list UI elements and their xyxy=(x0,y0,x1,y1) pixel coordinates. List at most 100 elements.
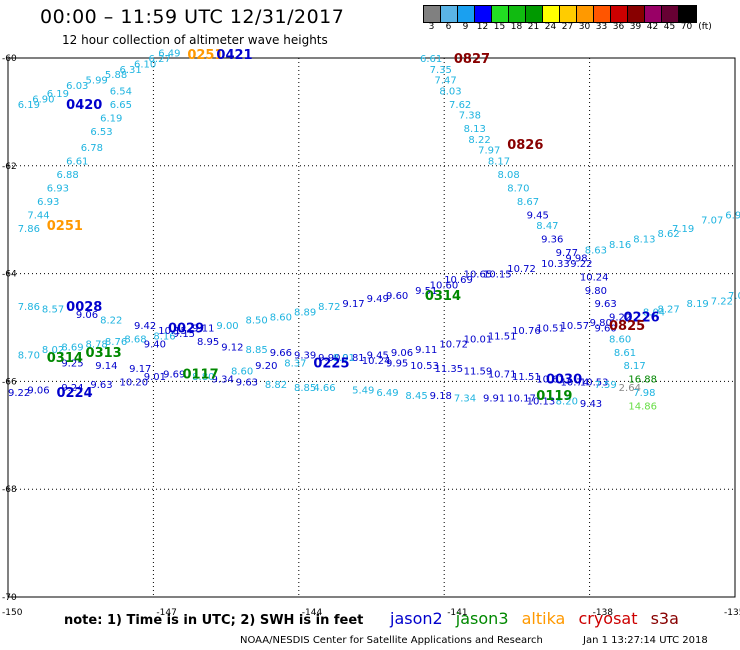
wave-height-value: 10.20 xyxy=(119,377,148,388)
wave-height-value: 8.04 xyxy=(643,307,665,318)
wave-height-value: 9.98 xyxy=(565,253,587,264)
wave-height-value: 6.49 xyxy=(376,388,398,399)
wave-height-value: 8.22 xyxy=(100,315,122,326)
wave-height-value: 7.47 xyxy=(435,76,457,87)
wave-height-value: 9.63 xyxy=(594,299,616,310)
scale-label: 15 xyxy=(493,22,506,32)
wave-height-value: 9.66 xyxy=(270,348,292,359)
wave-height-value: 11.59 xyxy=(464,367,493,378)
wave-height-scale-labels: 3 6 9 12 15 18 21 24 27 30 33 36 39 42 45 70 (ft) xyxy=(423,22,715,32)
track-time-label: 0119 xyxy=(536,389,572,404)
wave-height-value: 9.81 xyxy=(342,353,364,364)
wave-height-value: 8.85 xyxy=(294,383,316,394)
wave-height-value: 8.47 xyxy=(536,221,558,232)
credit-line: NOAA/NESDIS Center for Satellite Applica… xyxy=(240,635,543,646)
wave-height-value: 9.40 xyxy=(144,340,166,351)
satellite-legend: jason2 jason3 altika cryosat s3a xyxy=(390,609,687,628)
wave-height-value: 10.17 xyxy=(507,394,536,405)
wave-height-value: 9.00 xyxy=(216,321,238,332)
scale-label: 27 xyxy=(561,22,574,32)
scale-label: 24 xyxy=(544,22,557,32)
wave-height-value: 7.19 xyxy=(672,224,694,235)
note-text: note: 1) Time is in UTC; 2) SWH is in fe… xyxy=(64,613,364,628)
wave-height-value: 9.69 xyxy=(163,369,185,380)
wave-height-value: 10.13 xyxy=(527,396,556,407)
wave-height-value: 9.22 xyxy=(570,259,592,270)
scale-swatch xyxy=(492,6,509,22)
x-tick-label: -138 xyxy=(593,608,614,618)
wave-height-value: 14.86 xyxy=(628,402,657,413)
wave-height-value: 8.89 xyxy=(294,307,316,318)
wave-height-value: 10.01 xyxy=(464,334,493,345)
scale-label: 42 xyxy=(646,22,659,32)
wave-height-value: 11.35 xyxy=(435,364,464,375)
y-tick-label: -64 xyxy=(2,270,17,280)
wave-height-value: 8.22 xyxy=(468,135,490,146)
scale-swatch xyxy=(526,6,543,22)
wave-height-value: 8.85 xyxy=(245,345,267,356)
wave-height-value: 9.12 xyxy=(221,342,243,353)
wave-height-value: 5.49 xyxy=(352,385,374,396)
wave-height-value: 9.77 xyxy=(556,248,578,259)
wave-height-color-scale xyxy=(423,5,697,23)
y-tick-label: -70 xyxy=(2,593,17,603)
wave-height-value: 9.20 xyxy=(255,361,277,372)
track-time-label: 0030 xyxy=(546,373,582,388)
wave-height-value: 8.82 xyxy=(265,380,287,391)
scale-swatch xyxy=(611,6,628,22)
wave-height-value: 10.74 xyxy=(561,377,590,388)
wave-height-value: 8.69 xyxy=(61,342,83,353)
wave-height-value: 6.78 xyxy=(81,143,103,154)
track-time-label: 0420 xyxy=(66,98,102,113)
wave-height-value: 11.51 xyxy=(488,332,517,343)
wave-height-value: 9.25 xyxy=(61,359,83,370)
track-time-label: 0028 xyxy=(66,300,102,315)
wave-height-value: 9.06 xyxy=(391,348,413,359)
scale-label: 6 xyxy=(445,22,452,32)
wave-height-value: 10.33 xyxy=(541,259,570,270)
wave-height-value: 6.90 xyxy=(32,94,54,105)
wave-height-value: 9.06 xyxy=(76,310,98,321)
legend-jason2: jason2 xyxy=(390,609,443,628)
wave-height-value: 6.53 xyxy=(90,127,112,138)
scale-label: 21 xyxy=(527,22,540,32)
wave-height-value: 8.95 xyxy=(197,337,219,348)
x-tick-label: -135 xyxy=(724,608,740,618)
wave-height-value: 7.97 xyxy=(478,146,500,157)
wave-height-value: 6.93 xyxy=(37,197,59,208)
wave-height-value: 8.03 xyxy=(439,86,461,97)
wave-height-value: 7.86 xyxy=(18,302,40,313)
scale-swatch xyxy=(424,6,441,22)
wave-height-value: 9.63 xyxy=(236,377,258,388)
wave-height-value: 10.53 xyxy=(410,361,439,372)
legend-altika: altika xyxy=(521,609,566,628)
scale-swatch xyxy=(441,6,458,22)
scale-swatch xyxy=(509,6,526,22)
page-title: 00:00 – 11:59 UTC 12/31/2017 xyxy=(40,6,345,28)
track-time-label: 0313 xyxy=(86,346,122,361)
track-time-label: 0029 xyxy=(168,322,204,337)
wave-height-value: 11.51 xyxy=(512,372,541,383)
x-tick-label: -150 xyxy=(2,608,23,618)
wave-height-value: 6.96 xyxy=(725,210,740,221)
wave-height-value: 9.22 xyxy=(8,388,30,399)
scale-swatch xyxy=(679,6,696,22)
wave-height-value: 8.19 xyxy=(687,299,709,310)
wave-height-value: 7.86 xyxy=(18,224,40,235)
track-time-label: 0827 xyxy=(454,52,490,67)
scale-label: 18 xyxy=(510,22,523,32)
y-tick-label: -68 xyxy=(2,485,17,495)
wave-height-value: 7.98 xyxy=(633,388,655,399)
wave-height-value: 10.57 xyxy=(561,321,590,332)
wave-height-value: 10.24 xyxy=(580,272,609,283)
wave-height-value: 7.07 xyxy=(728,291,740,302)
wave-height-value: 9.91 xyxy=(483,394,505,405)
legend-s3a: s3a xyxy=(650,609,679,628)
scale-swatch xyxy=(577,6,594,22)
wave-height-value: 9.17 xyxy=(342,299,364,310)
wave-height-value: 9.36 xyxy=(541,235,563,246)
y-tick-label: -66 xyxy=(2,377,17,387)
wave-height-value: 8.08 xyxy=(498,170,520,181)
scale-swatch xyxy=(645,6,662,22)
scale-label: 70 xyxy=(680,22,693,32)
